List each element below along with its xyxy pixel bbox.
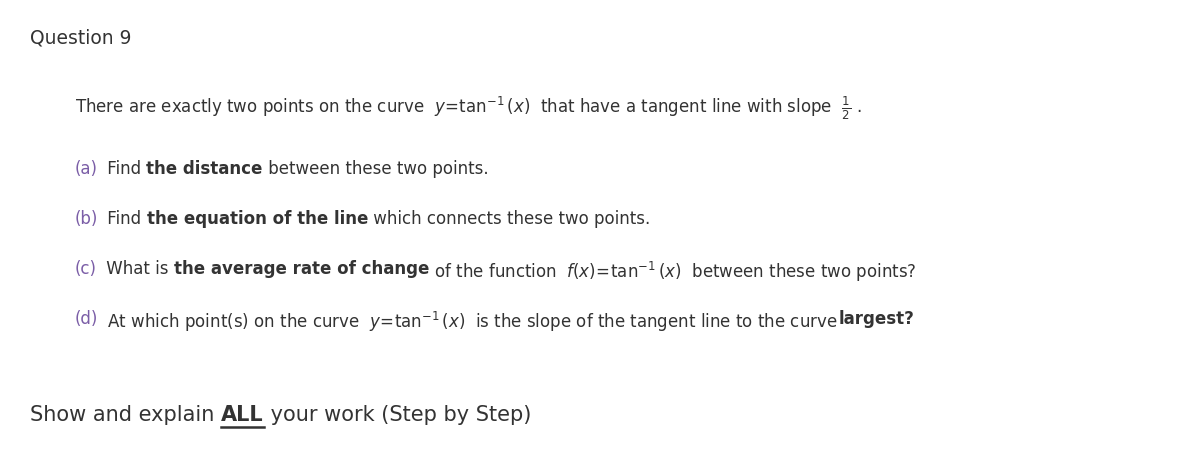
Text: Question 9: Question 9 <box>30 28 132 47</box>
Text: the equation of the line: the equation of the line <box>146 210 368 228</box>
Text: At which point(s) on the curve  $y\!=\!\tan^{-1}(x)$  is the slope of the tangen: At which point(s) on the curve $y\!=\!\t… <box>102 310 839 334</box>
Text: largest?: largest? <box>839 310 914 328</box>
Text: (d): (d) <box>74 310 98 328</box>
Text: (c): (c) <box>74 260 97 278</box>
Text: Find: Find <box>102 210 146 228</box>
Text: of the function  $f(x)\!=\!\tan^{-1}(x)$  between these two points?: of the function $f(x)\!=\!\tan^{-1}(x)$ … <box>430 260 917 284</box>
Text: Show and explain: Show and explain <box>30 405 221 425</box>
Text: the average rate of change: the average rate of change <box>174 260 430 278</box>
Text: your work (Step by Step): your work (Step by Step) <box>264 405 530 425</box>
Text: (b): (b) <box>74 210 98 228</box>
Text: There are exactly two points on the curve  $y\!=\!\tan^{-1}(x)$  that have a tan: There are exactly two points on the curv… <box>74 95 862 122</box>
Text: between these two points.: between these two points. <box>263 160 488 178</box>
Text: What is: What is <box>101 260 174 278</box>
Text: ALL: ALL <box>221 405 264 425</box>
Text: Find: Find <box>102 160 146 178</box>
Text: which connects these two points.: which connects these two points. <box>368 210 650 228</box>
Text: (a): (a) <box>74 160 98 178</box>
Text: the distance: the distance <box>146 160 263 178</box>
